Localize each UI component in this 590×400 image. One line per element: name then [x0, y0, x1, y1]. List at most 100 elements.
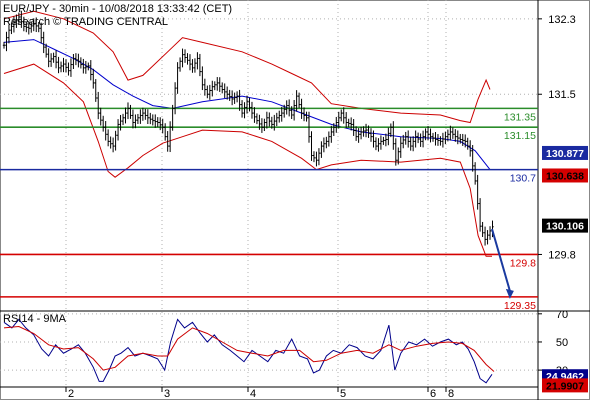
ohlc-bar [402, 134, 405, 149]
ohlc-bar [181, 48, 184, 68]
ohlc-bar [414, 130, 417, 148]
ohlc-bar [312, 151, 316, 163]
ohlc-bar [367, 125, 370, 138]
ohlc-bar [146, 109, 150, 125]
ohlc-bar [10, 22, 13, 35]
ohlc-bar [129, 104, 132, 119]
ohlc-bar [144, 108, 147, 120]
ohlc-bar [486, 230, 489, 245]
ohlc-bar [20, 10, 23, 28]
ohlc-bar [64, 59, 68, 73]
ohlc-bar [216, 77, 219, 91]
ohlc-bar [173, 82, 177, 115]
ohlc-bar [228, 89, 231, 101]
ohlc-bar [59, 61, 63, 73]
ohlc-bar [109, 136, 112, 149]
ohlc-bar [483, 226, 487, 246]
ohlc-bar [359, 126, 363, 140]
ohlc-bar [305, 111, 308, 122]
ohlc-bar [87, 62, 90, 71]
ohlc-bar [451, 127, 455, 139]
ohlc-bar [30, 21, 33, 33]
ohlc-bar [171, 104, 174, 131]
level-resistance-1-label: 131.35 [504, 111, 536, 123]
ohlc-bar [82, 58, 85, 74]
ohlc-bar [12, 16, 16, 33]
ohlc-bar [345, 112, 348, 129]
ohlc-bar [203, 78, 207, 96]
ohlc-bar [461, 133, 464, 146]
ohlc-bar [47, 48, 50, 68]
ohlc-bar [295, 90, 298, 112]
ohlc-bar [196, 52, 199, 70]
ohlc-bar [444, 131, 447, 145]
ohlc-bar [411, 136, 415, 152]
ohlc-bar [275, 112, 278, 127]
ohlc-bar [248, 97, 251, 112]
ohlc-bar [377, 138, 380, 152]
ohlc-bar [149, 112, 152, 125]
ohlc-bar [5, 31, 8, 52]
ohlc-bar [188, 54, 192, 71]
ohlc-bar [233, 92, 236, 104]
rsi-pane: 705030 [0, 309, 568, 384]
ohlc-bar [392, 121, 395, 150]
ohlc-bar [278, 110, 281, 123]
ohlc-bar [126, 102, 130, 120]
key-levels: 131.35 131.15 130.7 129.8 129.35 [0, 107, 538, 312]
ohlc-bar [429, 128, 432, 143]
ohlc-bar [384, 133, 388, 147]
rsi-tick-label: 70 [556, 309, 568, 321]
ohlc-bar [183, 49, 187, 63]
ohlc-bar [168, 121, 172, 153]
ohlc-bar [221, 82, 224, 94]
ohlc-bar [114, 130, 117, 151]
ohlc-bar [476, 174, 479, 210]
ohlc-bar [265, 111, 269, 129]
date-tick-label: 8 [448, 388, 454, 400]
ohlc-bar [268, 112, 271, 127]
ohlc-bar [456, 130, 459, 145]
ohlc-bar [394, 138, 398, 166]
ohlc-bar [374, 137, 378, 151]
ohlc-bar [481, 221, 484, 237]
ohlc-bar [397, 147, 400, 165]
ohlc-bar [471, 145, 474, 172]
ohlc-bar [337, 111, 340, 129]
ohlc-bar [94, 79, 97, 102]
ohlc-bar [300, 98, 303, 119]
ohlc-bar [54, 50, 58, 69]
ohlc-bar [2, 41, 6, 49]
ohlc-bar [327, 131, 331, 147]
ohlc-bar [77, 53, 80, 68]
ohlc-bar [459, 133, 462, 144]
box-130106: 130.106 [542, 218, 588, 233]
ohlc-bar [15, 14, 18, 28]
ohlc-bar [166, 131, 169, 152]
ohlc-bar [32, 18, 35, 32]
ohlc-bar [379, 135, 383, 150]
ohlc-bar [335, 116, 338, 133]
ohlc-bar [151, 114, 154, 126]
ohlc-bar [349, 117, 353, 131]
ohlc-bar [330, 125, 333, 143]
ohlc-bar [84, 60, 88, 74]
date-tick-label: 3 [164, 388, 170, 400]
date-tick-label: 4 [250, 388, 256, 400]
ohlc-bar [17, 12, 21, 25]
ohlc-bar [449, 125, 452, 141]
ohlc-bar [67, 62, 70, 76]
rsi-box-21: 21.9907 [542, 378, 588, 393]
ohlc-bar [22, 16, 26, 32]
ohlc-bar [141, 107, 145, 121]
ohlc-bar [201, 66, 204, 91]
forecast-arrow [491, 228, 514, 299]
ohlc-bar [119, 114, 122, 131]
ohlc-bar [136, 113, 140, 125]
ohlc-bars [2, 10, 514, 299]
rsi-series-rsi14 [3, 318, 493, 384]
ohlc-bar [89, 60, 92, 81]
ohlc-bar [206, 85, 209, 99]
ohlc-bar [139, 109, 142, 124]
